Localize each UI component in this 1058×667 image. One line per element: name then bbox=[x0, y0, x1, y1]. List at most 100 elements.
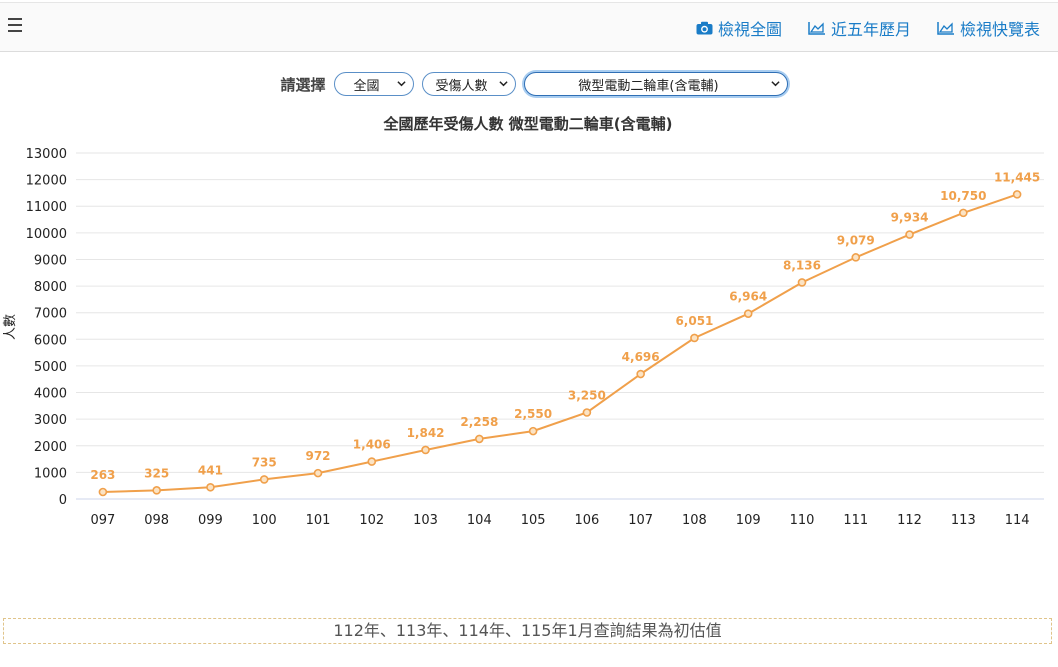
data-point[interactable] bbox=[98, 487, 108, 497]
data-label: 2,258 bbox=[460, 415, 498, 429]
data-label: 3,250 bbox=[568, 389, 606, 403]
data-point[interactable] bbox=[259, 475, 269, 484]
metric-select-value: 受傷人數 bbox=[435, 78, 488, 94]
last-five-years-monthly-button[interactable]: 近五年歷月 bbox=[808, 16, 911, 40]
data-label: 4,696 bbox=[622, 350, 660, 364]
x-tick-label: 113 bbox=[951, 513, 976, 528]
y-tick-label: 2000 bbox=[34, 440, 67, 455]
top-bar: 檢視全圖 近五年歷月 檢視快覽表 bbox=[0, 2, 1058, 52]
data-label: 325 bbox=[144, 466, 169, 480]
data-point[interactable] bbox=[313, 468, 323, 478]
x-tick-label: 100 bbox=[252, 513, 277, 528]
x-tick-label: 098 bbox=[144, 513, 169, 528]
x-tick-label: 108 bbox=[682, 513, 707, 528]
view-full-chart-label: 檢視全圖 bbox=[717, 20, 782, 39]
data-label: 972 bbox=[305, 449, 330, 463]
data-label: 1,406 bbox=[353, 438, 391, 452]
y-tick-label: 6000 bbox=[34, 333, 67, 348]
data-point[interactable] bbox=[582, 408, 592, 417]
area-chart-icon bbox=[808, 22, 825, 35]
x-tick-label: 106 bbox=[574, 513, 599, 528]
footer-note: 112年、113年、114年、115年1月查詢結果為初估值 bbox=[3, 618, 1052, 644]
x-axis: 097 098 099 100 101 102 103 104 105 106 107 108 109 1… bbox=[90, 513, 1029, 528]
y-tick-label: 4000 bbox=[34, 387, 67, 402]
x-tick-label: 102 bbox=[359, 513, 384, 528]
line-chart: 全國歷年受傷人數 微型電動二輪車(含電輔) 人數 0 1000 2000 3000 40… bbox=[3, 115, 1044, 528]
y-axis-label: 人數 bbox=[3, 314, 18, 340]
y-tick-label: 11000 bbox=[26, 200, 67, 215]
x-tick-label: 110 bbox=[790, 513, 815, 528]
y-tick-label: 8000 bbox=[34, 280, 67, 295]
data-label: 735 bbox=[252, 455, 277, 469]
y-tick-label: 12000 bbox=[26, 174, 67, 189]
data-point[interactable] bbox=[959, 208, 968, 218]
region-select[interactable]: 全國 bbox=[333, 72, 414, 96]
data-points bbox=[98, 190, 1022, 497]
x-tick-label: 109 bbox=[736, 513, 761, 528]
y-axis: 0 1000 2000 3000 4000 5000 6000 7000 8000 9000 100… bbox=[26, 147, 67, 508]
data-point[interactable] bbox=[851, 253, 861, 262]
y-tick-label: 13000 bbox=[26, 147, 67, 162]
filter-controls: 請選擇 全國 受傷人數 微型電動二輪車(含電輔) bbox=[0, 70, 1058, 98]
data-point[interactable] bbox=[797, 278, 807, 287]
data-point[interactable] bbox=[690, 333, 699, 343]
data-label: 6,051 bbox=[675, 314, 713, 328]
x-tick-label: 114 bbox=[1005, 513, 1030, 528]
y-tick-label: 9000 bbox=[34, 253, 67, 268]
data-label: 11,445 bbox=[994, 170, 1040, 184]
y-tick-label: 5000 bbox=[34, 360, 67, 375]
data-label: 6,964 bbox=[729, 290, 767, 304]
chevron-down-icon bbox=[396, 81, 406, 87]
hamburger-menu-icon[interactable] bbox=[8, 18, 22, 32]
x-tick-label: 099 bbox=[198, 513, 223, 528]
data-label: 2,550 bbox=[514, 407, 552, 421]
data-point[interactable] bbox=[528, 426, 538, 436]
vehicle-select-value: 微型電動二輪車(含電輔) bbox=[578, 78, 719, 94]
data-label: 441 bbox=[198, 463, 223, 477]
data-point[interactable] bbox=[206, 482, 215, 492]
data-label: 263 bbox=[90, 468, 115, 482]
data-point[interactable] bbox=[475, 434, 484, 444]
data-point[interactable] bbox=[152, 486, 161, 495]
x-tick-label: 104 bbox=[467, 513, 492, 528]
top-nav: 檢視全圖 近五年歷月 檢視快覽表 bbox=[696, 16, 1040, 40]
view-full-chart-button[interactable]: 檢視全圖 bbox=[696, 16, 782, 40]
region-select-value: 全國 bbox=[353, 78, 380, 94]
chart-title: 全國歷年受傷人數 微型電動二輪車(含電輔) bbox=[383, 115, 673, 133]
chevron-down-icon bbox=[770, 81, 780, 87]
data-label: 8,136 bbox=[783, 258, 821, 272]
series-line bbox=[102, 193, 1018, 493]
x-tick-label: 105 bbox=[521, 513, 546, 528]
x-tick-label: 097 bbox=[90, 513, 115, 528]
select-prompt: 請選擇 bbox=[280, 75, 326, 94]
x-tick-label: 111 bbox=[843, 513, 868, 528]
x-tick-label: 107 bbox=[628, 513, 653, 528]
data-point[interactable] bbox=[743, 309, 753, 318]
x-tick-label: 101 bbox=[306, 513, 331, 528]
data-point[interactable] bbox=[421, 445, 430, 455]
chevron-down-icon bbox=[498, 81, 508, 87]
data-label: 1,842 bbox=[407, 426, 445, 440]
vehicle-select[interactable]: 微型電動二輪車(含電輔) bbox=[523, 72, 788, 96]
area-chart-icon bbox=[937, 22, 954, 35]
data-point[interactable] bbox=[367, 457, 377, 466]
data-point[interactable] bbox=[1012, 190, 1022, 199]
data-labels: 263 325 441 735 972 1,406 1,842 2,258 2,550 3,250… bbox=[90, 170, 1040, 482]
grid-lines bbox=[76, 152, 1044, 500]
y-tick-label: 0 bbox=[59, 493, 67, 508]
x-tick-label: 112 bbox=[897, 513, 922, 528]
data-label: 10,750 bbox=[940, 189, 986, 203]
data-label: 9,934 bbox=[891, 211, 929, 225]
y-tick-label: 3000 bbox=[34, 413, 67, 428]
x-tick-label: 103 bbox=[413, 513, 438, 528]
view-quick-table-button[interactable]: 檢視快覽表 bbox=[937, 16, 1040, 40]
last-five-years-monthly-label: 近五年歷月 bbox=[830, 20, 911, 39]
y-tick-label: 10000 bbox=[26, 227, 67, 242]
data-label: 9,079 bbox=[837, 233, 875, 247]
data-point[interactable] bbox=[636, 369, 645, 379]
camera-icon bbox=[696, 21, 713, 35]
view-quick-table-label: 檢視快覽表 bbox=[959, 20, 1040, 39]
metric-select[interactable]: 受傷人數 bbox=[421, 72, 516, 96]
data-point[interactable] bbox=[905, 230, 914, 239]
y-tick-label: 1000 bbox=[34, 466, 67, 481]
